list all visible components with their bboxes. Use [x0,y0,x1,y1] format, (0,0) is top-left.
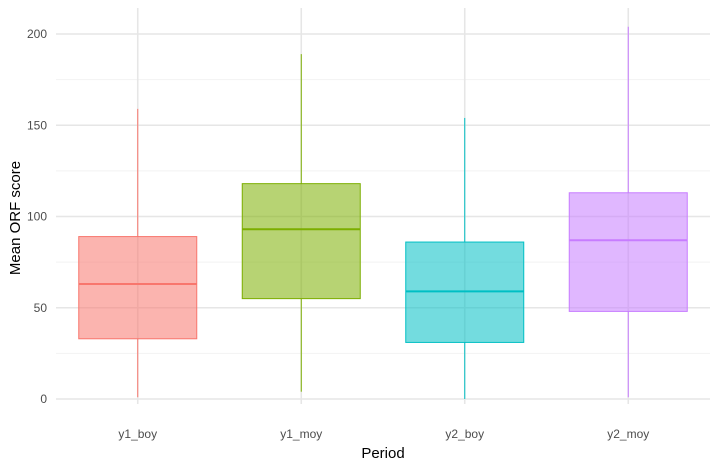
x-tick-labels: y1_boy y1_moy y2_boy y2_moy [118,427,649,441]
box-y1_boy [78,108,198,398]
x-tick-label: y1_moy [280,427,322,441]
box-iqr [568,192,688,312]
y-tick-label: 50 [34,301,48,315]
y-tick-label: 0 [40,392,47,406]
box-iqr [78,236,198,340]
y-tick-label: 150 [27,118,47,132]
boxes [78,26,688,399]
box-iqr [241,183,361,300]
x-tick-label: y1_boy [118,427,157,441]
x-tick-label: y2_moy [607,427,649,441]
x-axis-title: Period [361,445,404,462]
y-axis-title: Mean ORF score [7,161,24,275]
y-tick-label: 200 [27,27,47,41]
box-y2_boy [405,117,525,399]
box-y2_moy [568,26,688,398]
x-tick-label: y2_boy [445,427,484,441]
y-tick-label: 100 [27,210,47,224]
y-tick-labels: 0 50 100 150 200 [27,27,47,406]
box-y1_moy [241,54,361,392]
